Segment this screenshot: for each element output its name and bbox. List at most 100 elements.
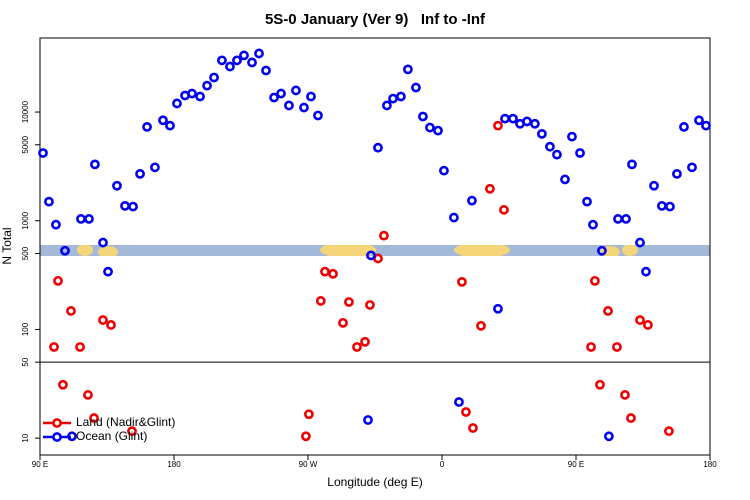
point xyxy=(84,214,94,224)
y-tick-label: 50 xyxy=(21,357,30,366)
x-tick-label: 90 E xyxy=(568,460,584,469)
point xyxy=(261,65,271,76)
point xyxy=(142,122,152,132)
point xyxy=(567,131,577,142)
point xyxy=(112,180,122,191)
point xyxy=(485,183,495,194)
point xyxy=(103,266,113,277)
point xyxy=(530,118,540,129)
point xyxy=(604,431,614,442)
point xyxy=(120,200,130,211)
point xyxy=(44,196,54,207)
y-tick-label: 500 xyxy=(21,246,30,260)
point xyxy=(209,72,219,83)
point xyxy=(679,122,689,132)
point xyxy=(635,315,645,325)
point xyxy=(127,426,137,437)
point xyxy=(457,276,467,287)
x-tick-label: 0 xyxy=(440,460,445,469)
point xyxy=(106,320,116,330)
y-tick-label: 10000 xyxy=(21,100,30,123)
point xyxy=(299,102,309,113)
point xyxy=(586,342,596,352)
point xyxy=(582,196,592,207)
y-axis-label: N Total xyxy=(0,227,14,264)
point xyxy=(38,148,48,158)
x-axis-label: Longitude (deg E) xyxy=(327,475,422,489)
point xyxy=(522,116,532,127)
point xyxy=(135,168,145,179)
point xyxy=(303,409,314,420)
point xyxy=(202,80,212,91)
point xyxy=(51,219,61,230)
chart-title: 5S-0 January (Ver 9) Inf to -Inf xyxy=(265,11,486,28)
point xyxy=(467,195,477,206)
point xyxy=(694,115,704,126)
point xyxy=(158,115,168,126)
point xyxy=(537,128,547,139)
point xyxy=(352,342,362,352)
point xyxy=(613,214,623,224)
point xyxy=(195,91,205,102)
point xyxy=(284,100,294,111)
point xyxy=(90,159,100,170)
point xyxy=(454,397,464,407)
point xyxy=(621,214,631,224)
point xyxy=(588,219,598,230)
point xyxy=(620,390,630,400)
point xyxy=(641,266,651,277)
point xyxy=(396,91,406,102)
point xyxy=(665,201,675,212)
point xyxy=(217,55,227,66)
point xyxy=(75,342,85,352)
point xyxy=(66,306,76,316)
legend-marker xyxy=(52,432,62,442)
point xyxy=(499,204,509,215)
point xyxy=(98,237,108,248)
point xyxy=(49,342,59,352)
point xyxy=(603,306,613,316)
point xyxy=(313,110,323,121)
point xyxy=(328,268,338,279)
y-tick-label: 5000 xyxy=(21,135,30,153)
y-tick-label: 10 xyxy=(21,433,30,442)
point xyxy=(232,55,242,66)
point xyxy=(128,201,138,212)
point xyxy=(560,174,570,185)
x-tick-label: 180 xyxy=(167,460,181,469)
point xyxy=(612,342,622,352)
point xyxy=(552,149,562,160)
point xyxy=(382,100,392,111)
point xyxy=(649,180,659,191)
point xyxy=(461,407,471,417)
point xyxy=(172,98,182,109)
point xyxy=(291,85,301,96)
point xyxy=(672,168,682,179)
point xyxy=(500,113,510,124)
point xyxy=(247,57,257,68)
point xyxy=(627,159,637,170)
point xyxy=(626,413,636,423)
point xyxy=(449,212,459,223)
point xyxy=(150,162,160,173)
point xyxy=(269,92,279,103)
point xyxy=(373,142,383,153)
point xyxy=(403,64,413,75)
point xyxy=(590,275,600,286)
point xyxy=(439,165,449,176)
x-tick-label: 90 E xyxy=(32,460,48,469)
point xyxy=(344,297,354,307)
point xyxy=(53,275,63,286)
point xyxy=(254,48,264,59)
point xyxy=(89,413,99,423)
point xyxy=(187,88,197,99)
point xyxy=(493,303,503,314)
point xyxy=(76,214,86,224)
point xyxy=(411,82,421,93)
point xyxy=(165,120,175,131)
y-tick-label: 1000 xyxy=(21,211,30,229)
point xyxy=(657,200,667,211)
point xyxy=(701,120,711,131)
